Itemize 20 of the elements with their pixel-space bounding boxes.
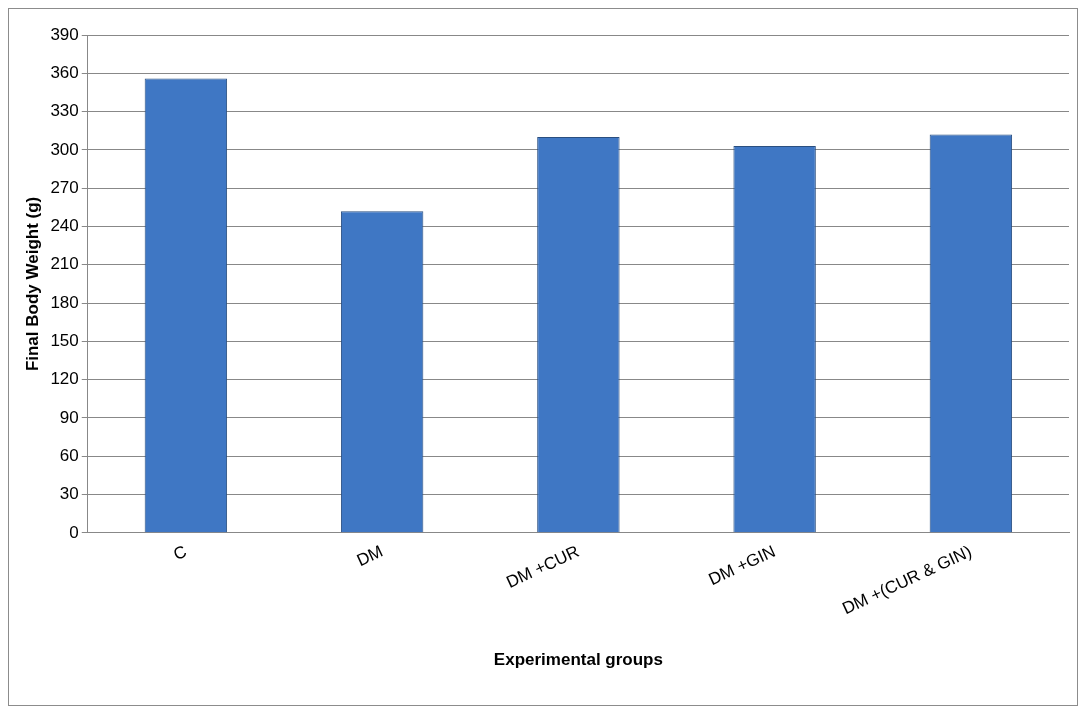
x-tick-label: C <box>170 541 190 565</box>
x-axis-title: Experimental groups <box>493 650 663 670</box>
y-tick-label: 150 <box>50 331 79 351</box>
y-tick-label: 60 <box>59 445 79 465</box>
y-tick-label: 210 <box>50 254 79 274</box>
y-tick-label: 390 <box>50 24 79 44</box>
y-tick-label: 300 <box>50 139 79 159</box>
y-tick-label: 240 <box>50 216 79 236</box>
x-tick-label: DM <box>353 541 386 571</box>
y-tick-label: 270 <box>50 177 79 197</box>
y-tick-label: 360 <box>50 62 79 82</box>
y-tick-label: 90 <box>59 407 79 427</box>
y-tick-label: 330 <box>50 101 79 121</box>
x-tick-label: DM +GIN <box>705 541 779 590</box>
y-tick-label: 180 <box>50 292 79 312</box>
y-axis-title: Final Body Weight (g) <box>22 196 42 372</box>
y-tick-label: 30 <box>59 484 79 504</box>
y-tick-label: 120 <box>50 369 79 389</box>
y-tick-label: 0 <box>69 522 79 542</box>
x-tick-label: DM +CUR <box>503 541 583 592</box>
